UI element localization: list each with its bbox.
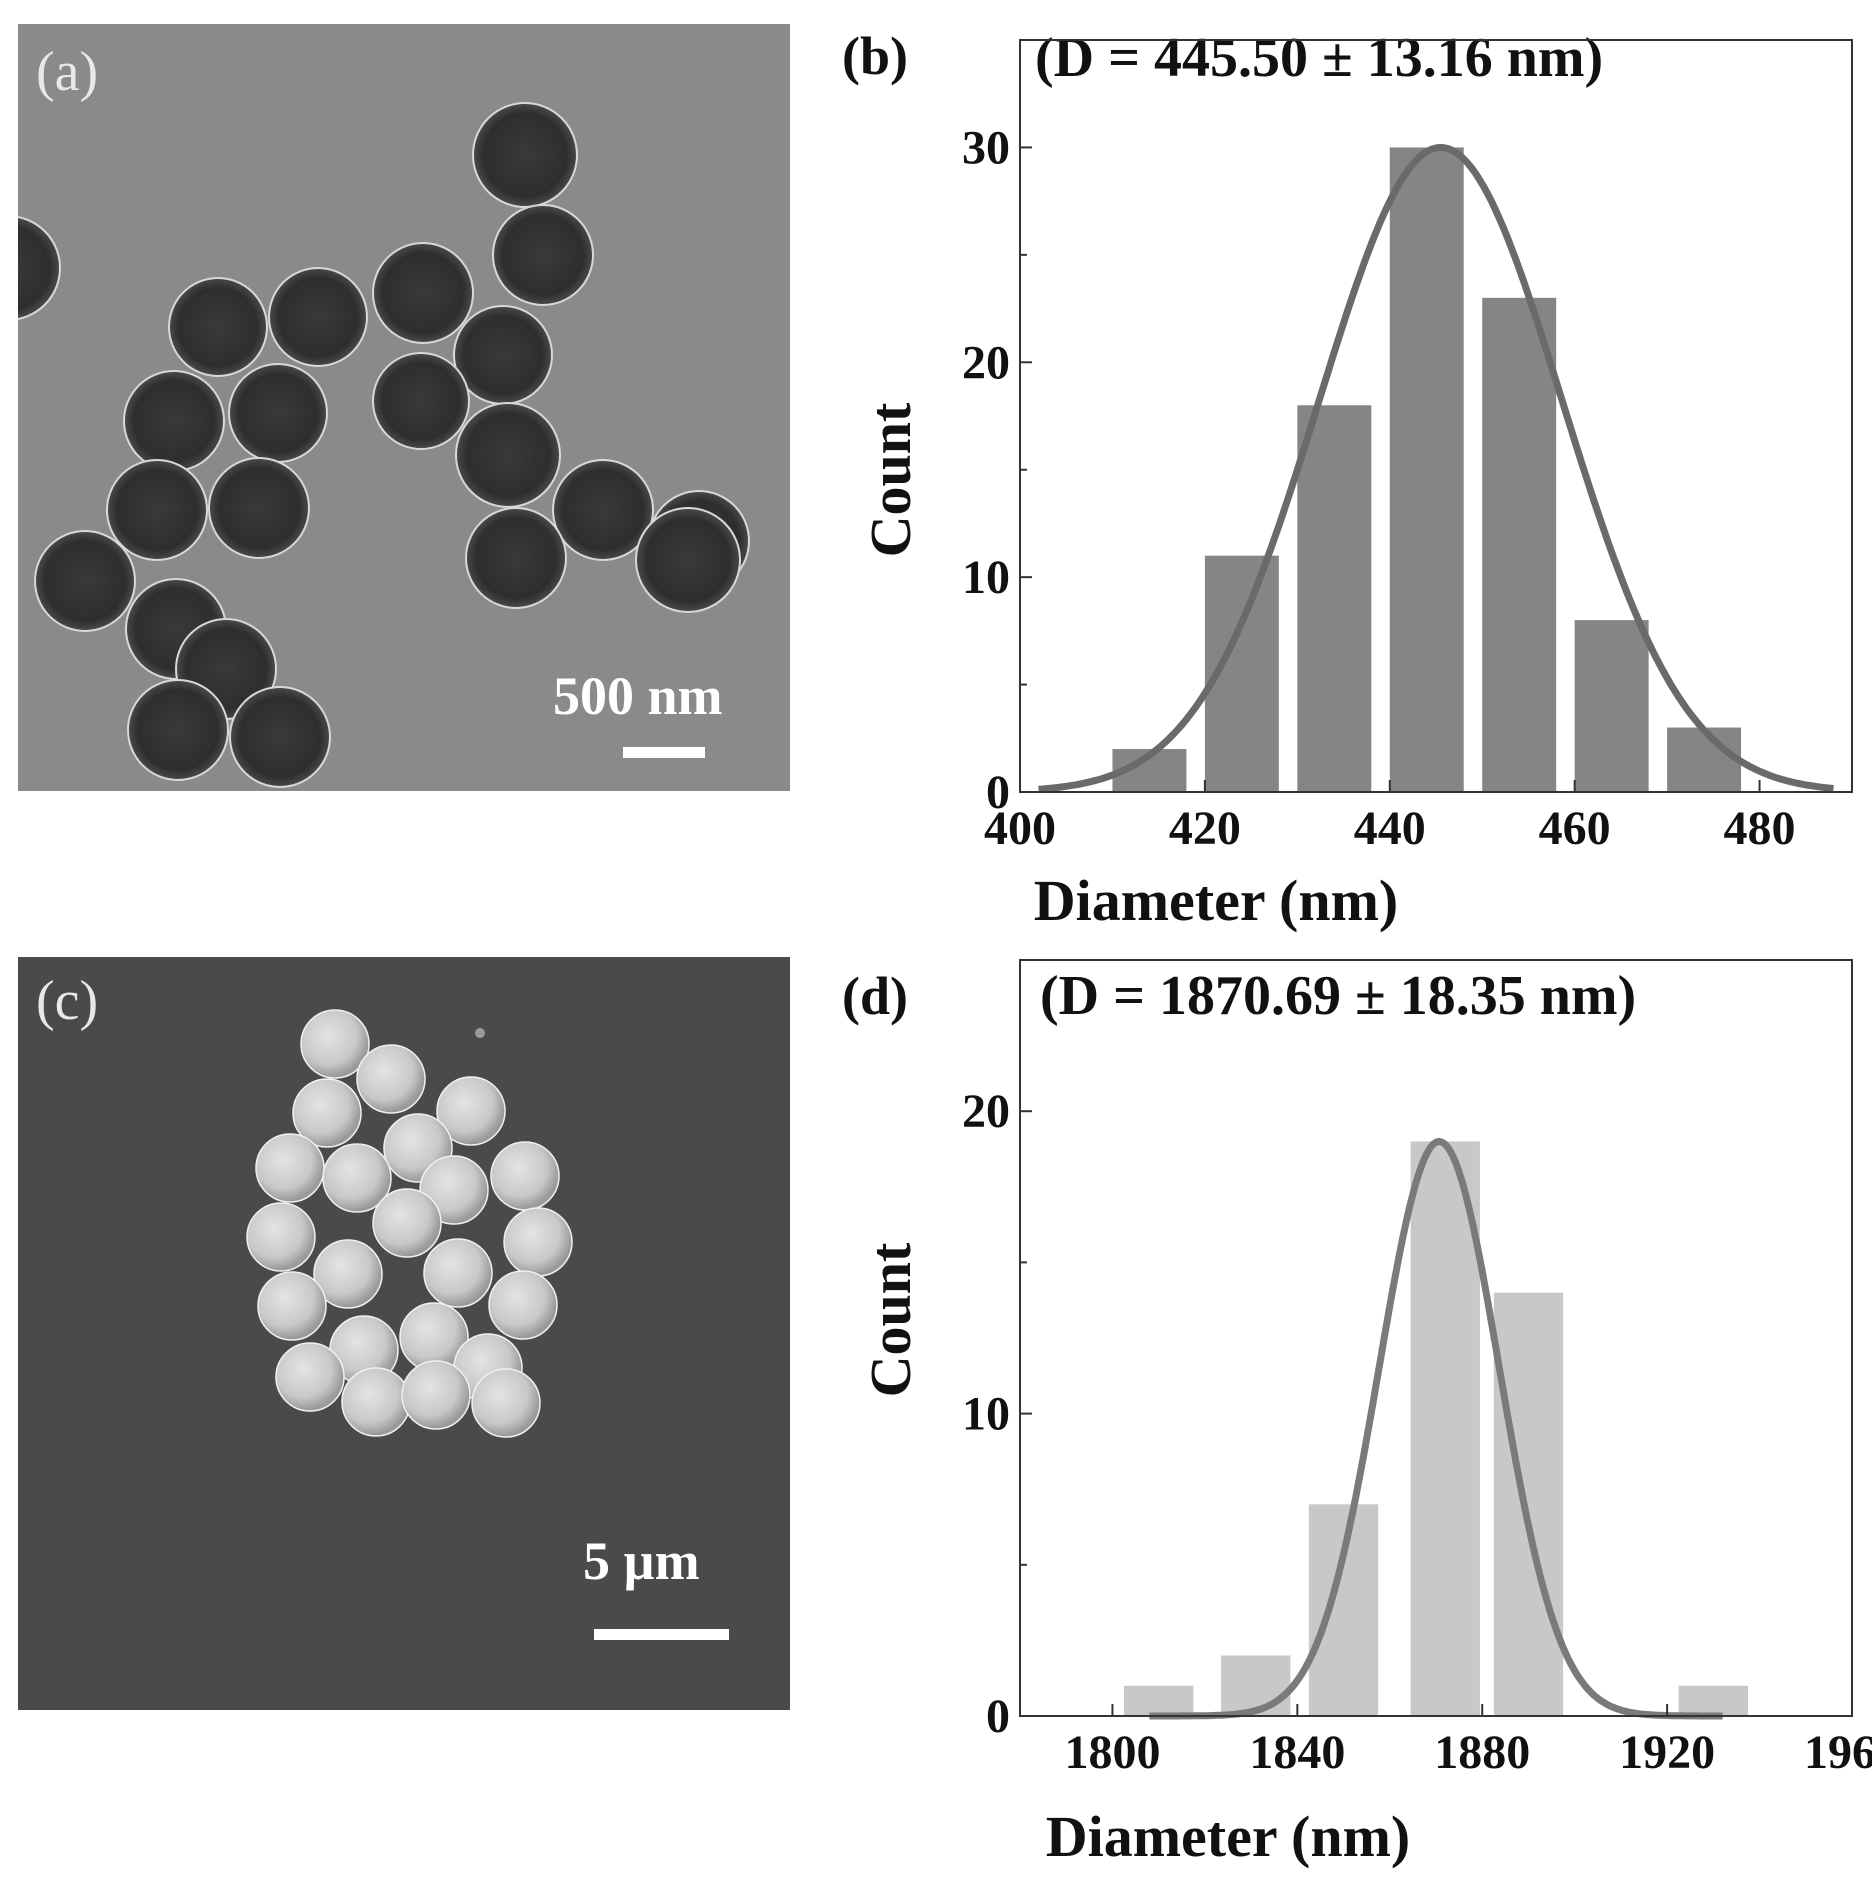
histogram-chart-d: (d) (D = 1870.69 ± 18.35 nm) Diameter (n… xyxy=(842,959,1872,1869)
histogram-bar-b-5 xyxy=(1574,620,1649,792)
histogram-chart-b: (b) (D = 445.50 ± 13.16 nm) Diameter (nm… xyxy=(842,26,1853,933)
y-tick-label-b: 0 xyxy=(986,766,1010,819)
x-tick-label-d: 1800 xyxy=(1064,1726,1160,1779)
y-axis-title-b: Count xyxy=(858,402,923,557)
sem-image-panel: (c) 5 µm xyxy=(18,957,790,1710)
gaussian-fit-curve-d xyxy=(1149,1137,1723,1720)
y-tick-label-b: 20 xyxy=(962,336,1010,389)
x-tick-label-d: 1880 xyxy=(1434,1726,1530,1779)
sem-particle xyxy=(246,1202,316,1272)
histogram-panel-b: (b) (D = 445.50 ± 13.16 nm) Diameter (nm… xyxy=(840,10,1872,950)
y-tick-label-d: 0 xyxy=(986,1690,1010,1743)
panel-label-b: (b) xyxy=(842,26,908,86)
scale-bar-label-c: 5 µm xyxy=(583,1531,700,1591)
panel-label-a: (a) xyxy=(36,41,98,103)
x-tick-label-d: 1960 xyxy=(1804,1726,1872,1779)
scale-bar-a xyxy=(623,747,705,758)
sem-particle xyxy=(488,1270,558,1340)
panel-label-d: (d) xyxy=(842,966,908,1026)
tem-particle xyxy=(455,402,561,508)
x-tick-label-b: 460 xyxy=(1539,802,1611,855)
tem-particle xyxy=(492,204,594,306)
histogram-bar-b-3 xyxy=(1389,147,1464,792)
tem-particle xyxy=(228,363,328,463)
sem-particles xyxy=(246,1009,573,1438)
plot-frame-d xyxy=(1019,959,1853,1717)
histogram-bar-b-6 xyxy=(1667,727,1742,792)
scale-bar-c xyxy=(594,1629,729,1640)
sem-particle xyxy=(322,1143,392,1213)
sem-particle xyxy=(401,1360,471,1430)
sem-particle xyxy=(471,1368,541,1438)
sem-particle xyxy=(372,1188,442,1258)
chart-title-d: (D = 1870.69 ± 18.35 nm) xyxy=(1040,965,1636,1027)
y-tick-label-b: 10 xyxy=(962,551,1010,604)
tem-particle xyxy=(208,457,310,559)
scale-bar-label-a: 500 nm xyxy=(553,666,723,726)
tem-particle xyxy=(453,305,553,405)
plot-area-b: 0 10 20 30 400 420 440 460 480 xyxy=(962,39,1853,855)
chart-title-b: (D = 445.50 ± 13.16 nm) xyxy=(1035,27,1603,89)
plot-frame-b xyxy=(1019,39,1853,793)
x-tick-label-b: 420 xyxy=(1169,802,1241,855)
y-tick-label-d: 20 xyxy=(962,1085,1010,1138)
sem-particle xyxy=(436,1076,506,1146)
tem-particle xyxy=(465,507,567,609)
sem-particle xyxy=(257,1271,327,1341)
tem-particle xyxy=(34,530,136,632)
histogram-bar-b-2 xyxy=(1297,405,1372,792)
y-tick-label-d: 10 xyxy=(962,1388,1010,1441)
sem-particle xyxy=(313,1239,383,1309)
tem-image-panel: (a) 500 nm xyxy=(18,24,790,791)
x-axis-title-d: Diameter (nm) xyxy=(1046,1804,1411,1869)
tem-particle xyxy=(18,215,61,321)
x-tick-label-b: 440 xyxy=(1354,802,1426,855)
tem-particle xyxy=(552,459,654,561)
histogram-bar-d-1 xyxy=(1221,1655,1291,1716)
tem-particle xyxy=(168,277,268,377)
tem-particle xyxy=(472,102,578,208)
tem-particle xyxy=(106,459,208,561)
tem-particle xyxy=(372,352,470,450)
histogram-panel-d: (d) (D = 1870.69 ± 18.35 nm) Diameter (n… xyxy=(840,940,1872,1884)
x-tick-label-b: 400 xyxy=(984,802,1056,855)
sem-particle xyxy=(255,1133,325,1203)
x-tick-label-b: 480 xyxy=(1724,802,1796,855)
tem-particle xyxy=(635,507,741,613)
tem-particle xyxy=(123,370,225,472)
panel-label-c: (c) xyxy=(36,970,98,1032)
sem-particle xyxy=(341,1367,411,1437)
plot-area-d: 0 10 20 1800 1840 1880 1920 1960 xyxy=(962,959,1872,1779)
sem-particle xyxy=(275,1342,345,1412)
gaussian-fit-curve-b xyxy=(1038,143,1834,793)
y-axis-title-d: Count xyxy=(858,1242,923,1397)
sem-particle xyxy=(292,1078,362,1148)
tem-particle xyxy=(229,686,331,788)
y-tick-label-b: 30 xyxy=(962,121,1010,174)
tem-particle xyxy=(268,267,368,367)
sem-particle xyxy=(490,1141,560,1211)
sem-particle xyxy=(423,1238,493,1308)
histogram-bar-d-0 xyxy=(1124,1685,1194,1716)
tem-particles xyxy=(18,102,750,788)
debris-spot xyxy=(475,1028,485,1038)
tem-micrograph: (a) 500 nm xyxy=(18,24,790,791)
histogram-bar-d-3 xyxy=(1410,1141,1480,1716)
tem-particle xyxy=(127,679,229,781)
x-tick-label-d: 1840 xyxy=(1249,1726,1345,1779)
sem-particle xyxy=(300,1009,370,1079)
histogram-bar-b-4 xyxy=(1482,297,1557,792)
tem-particle xyxy=(372,242,474,344)
x-tick-label-d: 1920 xyxy=(1619,1726,1715,1779)
histogram-bar-d-4 xyxy=(1493,1292,1564,1716)
histogram-bar-d-2 xyxy=(1308,1504,1379,1716)
sem-micrograph: (c) 5 µm xyxy=(18,957,790,1710)
histogram-bar-d-5 xyxy=(1678,1685,1748,1716)
sem-particle xyxy=(356,1044,426,1114)
x-axis-title-b: Diameter (nm) xyxy=(1034,868,1399,933)
sem-particle xyxy=(503,1207,573,1277)
